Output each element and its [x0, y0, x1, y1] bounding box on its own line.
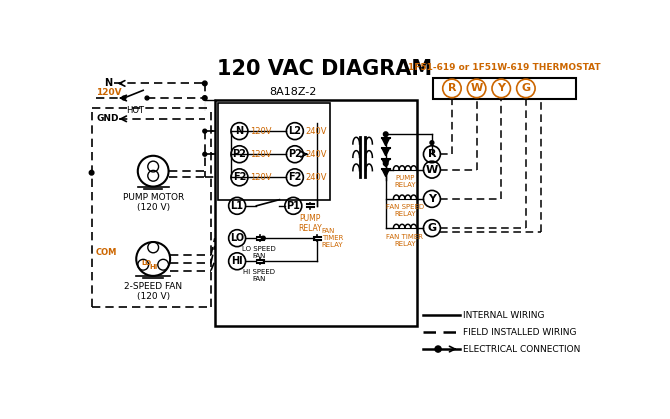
Text: Y: Y: [497, 83, 505, 93]
Text: LO SPEED
FAN: LO SPEED FAN: [242, 246, 275, 259]
Circle shape: [145, 96, 149, 100]
Circle shape: [203, 129, 207, 133]
Text: 120V: 120V: [96, 88, 122, 97]
Text: 1F51-619 or 1F51W-619 THERMOSTAT: 1F51-619 or 1F51W-619 THERMOSTAT: [408, 63, 600, 72]
Text: HI: HI: [231, 256, 243, 266]
Text: HI SPEED
FAN: HI SPEED FAN: [243, 269, 275, 282]
Circle shape: [383, 161, 388, 166]
Text: P1: P1: [286, 201, 300, 211]
Text: F2: F2: [288, 172, 302, 182]
Text: P2: P2: [288, 149, 302, 159]
Text: 120V: 120V: [250, 127, 272, 136]
Circle shape: [203, 152, 207, 156]
Polygon shape: [382, 138, 389, 146]
Text: 240V: 240V: [306, 127, 327, 136]
Text: 240V: 240V: [306, 173, 327, 182]
Text: FAN
TIMER
RELAY: FAN TIMER RELAY: [322, 228, 344, 248]
Text: F2: F2: [232, 172, 246, 182]
Text: R: R: [448, 83, 456, 93]
Circle shape: [430, 141, 434, 145]
Text: R: R: [427, 149, 436, 159]
Text: LO: LO: [141, 260, 151, 266]
Text: 120V: 120V: [250, 173, 272, 182]
Circle shape: [122, 96, 126, 100]
Text: COM: COM: [95, 248, 117, 257]
Text: G: G: [427, 223, 436, 233]
Text: PUMP MOTOR
(120 V): PUMP MOTOR (120 V): [123, 193, 184, 212]
Text: 240V: 240V: [306, 150, 327, 159]
Polygon shape: [382, 159, 389, 166]
Text: 120V: 120V: [250, 150, 272, 159]
Text: LO: LO: [230, 233, 244, 243]
Polygon shape: [382, 148, 389, 156]
Text: FIELD INSTALLED WIRING: FIELD INSTALLED WIRING: [463, 328, 576, 336]
Text: L2: L2: [288, 126, 302, 136]
Text: P2: P2: [232, 149, 247, 159]
Text: 2-SPEED FAN
(120 V): 2-SPEED FAN (120 V): [124, 282, 182, 301]
Polygon shape: [382, 169, 389, 176]
Text: Y: Y: [428, 194, 436, 204]
Text: ELECTRICAL CONNECTION: ELECTRICAL CONNECTION: [463, 344, 580, 354]
Circle shape: [202, 81, 207, 86]
Text: FAN TIMER
RELAY: FAN TIMER RELAY: [387, 233, 423, 246]
Circle shape: [435, 346, 441, 352]
Circle shape: [202, 96, 207, 100]
Text: N: N: [105, 78, 113, 88]
Text: N: N: [235, 126, 243, 136]
Text: PUMP
RELAY: PUMP RELAY: [394, 175, 416, 188]
Circle shape: [383, 132, 388, 137]
Text: W: W: [470, 83, 482, 93]
Text: 120 VAC DIAGRAM: 120 VAC DIAGRAM: [216, 59, 431, 79]
Text: FAN SPEED
RELAY: FAN SPEED RELAY: [386, 204, 424, 217]
Text: GND: GND: [96, 114, 119, 123]
Text: HOT: HOT: [127, 106, 145, 115]
Text: PUMP
RELAY: PUMP RELAY: [298, 214, 322, 233]
Text: G: G: [521, 83, 531, 93]
Text: 8A18Z-2: 8A18Z-2: [269, 87, 317, 97]
Circle shape: [89, 171, 94, 175]
Circle shape: [261, 236, 265, 240]
Text: INTERNAL WIRING: INTERNAL WIRING: [463, 310, 544, 320]
Text: W: W: [426, 165, 438, 175]
Text: HI: HI: [150, 264, 158, 270]
Text: L1: L1: [230, 201, 244, 211]
